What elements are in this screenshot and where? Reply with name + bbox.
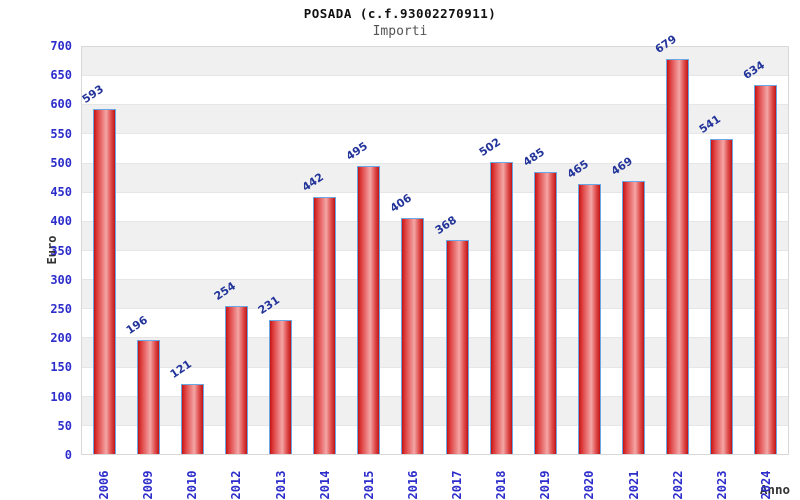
x-tick-label: 2006: [97, 470, 112, 500]
x-tick-label: 2017: [450, 470, 465, 500]
y-tick-label: 650: [50, 68, 72, 83]
x-axis-title: Anno: [759, 482, 790, 497]
plot-area: 593 2006 196 2009 121 2010 254 2012 231 2013 442 20…: [79, 33, 789, 499]
x-tick-label: 2013: [273, 470, 288, 500]
x-tick-label: 2010: [185, 470, 200, 500]
bar-value-label: 541: [697, 112, 724, 137]
bars-layer: 593 2006 196 2009 121 2010 254 2012 231 2013 442 20…: [79, 33, 788, 499]
bar-value-label: 196: [123, 313, 150, 338]
bar: 541: [697, 113, 734, 454]
y-tick-label: 0: [64, 448, 72, 462]
bar: 442: [300, 170, 337, 454]
bar-value-label: 469: [608, 154, 636, 179]
bar: 593: [79, 83, 116, 454]
x-tick-label: 2022: [670, 470, 685, 500]
bar: 485: [521, 145, 557, 454]
bar-value-label: 465: [564, 157, 591, 181]
bar: 368: [432, 213, 469, 454]
bar: 502: [476, 136, 513, 454]
y-tick-label: 450: [50, 185, 72, 200]
chart-subtitle: Importi: [372, 24, 428, 39]
y-tick-label: 550: [50, 126, 72, 141]
x-tick-label: 2015: [361, 470, 376, 500]
bar-value-label: 368: [432, 213, 459, 238]
bar: 679: [653, 33, 690, 454]
bar-value-label: 231: [255, 293, 283, 317]
y-tick-label: 500: [50, 155, 72, 170]
bar: 231: [256, 293, 293, 454]
y-tick-label: 250: [50, 301, 72, 316]
bar-value-label: 121: [167, 357, 194, 381]
y-tick-label: 100: [50, 389, 72, 404]
bar: 465: [565, 157, 601, 454]
y-tick-label: 700: [50, 39, 72, 53]
bar-value-label: 406: [388, 191, 415, 215]
y-tick-label: 150: [50, 360, 72, 375]
x-tick-label: 2009: [141, 470, 156, 500]
bar: 495: [344, 140, 381, 454]
y-axis-ticks: 700 650 600 550 500 450 400 350 300 250 200 150 100 5…: [0, 39, 72, 462]
bar: 469: [609, 155, 646, 454]
y-tick-label: 300: [50, 272, 72, 287]
x-tick-label: 2014: [317, 470, 332, 500]
x-tick-label: 2012: [229, 470, 244, 500]
bar-value-label: 442: [299, 170, 327, 195]
y-tick-label: 200: [50, 331, 72, 346]
x-tick-label: 2019: [538, 470, 553, 500]
bar-value-label: 593: [79, 82, 106, 107]
bar: 254: [212, 280, 248, 454]
x-tick-label: 2021: [626, 470, 641, 500]
bar: 121: [168, 357, 204, 454]
bar-value-label: 485: [520, 145, 547, 170]
bar-value-label: 634: [741, 58, 768, 83]
bar: 196: [123, 313, 160, 454]
x-tick-label: 2016: [405, 470, 420, 500]
x-tick-label: 2018: [494, 470, 509, 500]
bar-value-label: 502: [476, 135, 503, 160]
bar-value-label: 254: [211, 279, 238, 304]
bar-value-label: 495: [344, 139, 371, 164]
y-tick-label: 50: [57, 418, 72, 433]
x-tick-label: 2024: [758, 470, 773, 500]
y-tick-label: 600: [50, 97, 72, 112]
bar: 634: [741, 59, 778, 454]
bar: 406: [388, 191, 425, 454]
chart-title: POSADA (c.f.93002270911): [303, 6, 497, 21]
x-tick-label: 2020: [582, 470, 597, 500]
x-tick-label: 2023: [714, 470, 729, 500]
y-tick-label: 400: [50, 214, 72, 229]
y-tick-label: 350: [50, 243, 72, 258]
